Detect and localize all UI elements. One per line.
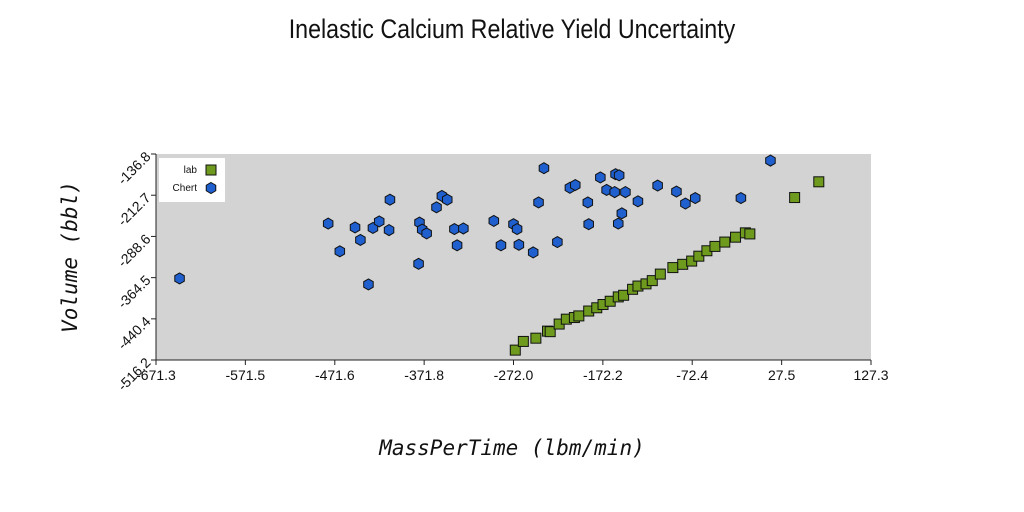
lab-point bbox=[744, 228, 756, 240]
chert-point bbox=[349, 221, 361, 234]
x-tick-label: -272.0 bbox=[494, 367, 534, 383]
chart-title: Inelastic Calcium Relative Yield Uncerta… bbox=[288, 14, 736, 44]
legend: lab Chert bbox=[159, 158, 225, 202]
chert-point bbox=[458, 222, 469, 235]
lab-point bbox=[709, 240, 721, 252]
x-tick-label: -671.3 bbox=[136, 367, 176, 383]
chert-point bbox=[451, 239, 463, 252]
lab-point bbox=[789, 192, 801, 204]
chert-point bbox=[527, 246, 539, 259]
chert-point bbox=[441, 193, 453, 206]
x-tick-label: 27.5 bbox=[768, 367, 795, 383]
chert-point bbox=[431, 201, 442, 214]
lab-point bbox=[509, 344, 521, 356]
x-tick-label: -571.5 bbox=[226, 367, 266, 383]
chert-point bbox=[383, 224, 395, 237]
x-tick-label: -72.4 bbox=[676, 367, 708, 383]
chert-point bbox=[595, 171, 606, 184]
lab-point bbox=[544, 326, 556, 338]
chert-point bbox=[538, 162, 550, 175]
chert-point bbox=[632, 195, 644, 208]
chert-point bbox=[620, 186, 631, 199]
chert-point bbox=[612, 217, 624, 230]
chert-point bbox=[413, 257, 424, 270]
y-tick-label: -136.8 bbox=[114, 148, 154, 188]
chert-point bbox=[495, 239, 507, 252]
lab-point bbox=[730, 231, 742, 243]
chert-point bbox=[652, 179, 663, 192]
lab-point bbox=[517, 335, 529, 347]
y-tick-label: -440.4 bbox=[114, 313, 154, 353]
legend-label: Chert bbox=[173, 183, 198, 194]
x-tick-label: -172.2 bbox=[583, 367, 623, 383]
x-tick-label: -471.6 bbox=[315, 367, 355, 383]
data-points bbox=[174, 154, 825, 356]
legend-marker-lab bbox=[205, 164, 217, 176]
y-axis: -516.2-440.4-364.5-288.6-212.7-136.8 bbox=[114, 148, 157, 394]
chert-point bbox=[322, 217, 334, 230]
x-axis: -671.3 -571.5 -471.6 -371.8 -272.0 -172.2 -72.… bbox=[136, 359, 889, 383]
x-axis-label: MassPerTime (lbm/min) bbox=[379, 436, 645, 460]
chert-point bbox=[616, 207, 628, 220]
chert-point bbox=[363, 278, 374, 291]
lab-point bbox=[646, 275, 658, 287]
x-tick-label: -371.8 bbox=[404, 367, 444, 383]
chert-point bbox=[570, 178, 581, 192]
chert-point bbox=[355, 233, 366, 246]
chert-point bbox=[384, 193, 396, 206]
lab-point bbox=[719, 236, 731, 248]
y-tick-label: -364.5 bbox=[114, 272, 154, 312]
chert-point bbox=[680, 197, 691, 210]
lab-point bbox=[618, 289, 630, 301]
chert-point bbox=[552, 235, 563, 249]
chert-point bbox=[533, 196, 544, 209]
lab-point bbox=[654, 268, 666, 280]
y-tick-label: -288.6 bbox=[114, 231, 154, 271]
lab-point bbox=[813, 176, 825, 188]
chert-point bbox=[765, 154, 776, 167]
lab-point bbox=[573, 310, 585, 322]
chert-point bbox=[601, 183, 612, 197]
chert-point bbox=[373, 215, 385, 228]
plot-background bbox=[156, 154, 871, 360]
chert-point bbox=[174, 272, 185, 285]
chert-point bbox=[613, 169, 625, 182]
chert-point bbox=[583, 218, 594, 231]
x-tick-label: 127.3 bbox=[853, 367, 888, 383]
chert-point bbox=[582, 196, 594, 209]
chert-point bbox=[449, 222, 460, 236]
lab-point bbox=[667, 262, 679, 274]
chert-point bbox=[513, 238, 525, 251]
chert-point bbox=[671, 185, 682, 198]
legend-marker-chert bbox=[205, 181, 217, 195]
chert-point bbox=[488, 214, 500, 227]
chert-point bbox=[511, 222, 523, 236]
legend-label: lab bbox=[184, 165, 198, 176]
y-tick-label: -212.7 bbox=[114, 189, 154, 229]
chert-point bbox=[421, 227, 432, 240]
chert-point bbox=[609, 186, 620, 199]
chert-point bbox=[689, 192, 701, 205]
chert-point bbox=[735, 192, 747, 205]
chert-point bbox=[334, 245, 346, 258]
lab-point bbox=[530, 332, 542, 344]
